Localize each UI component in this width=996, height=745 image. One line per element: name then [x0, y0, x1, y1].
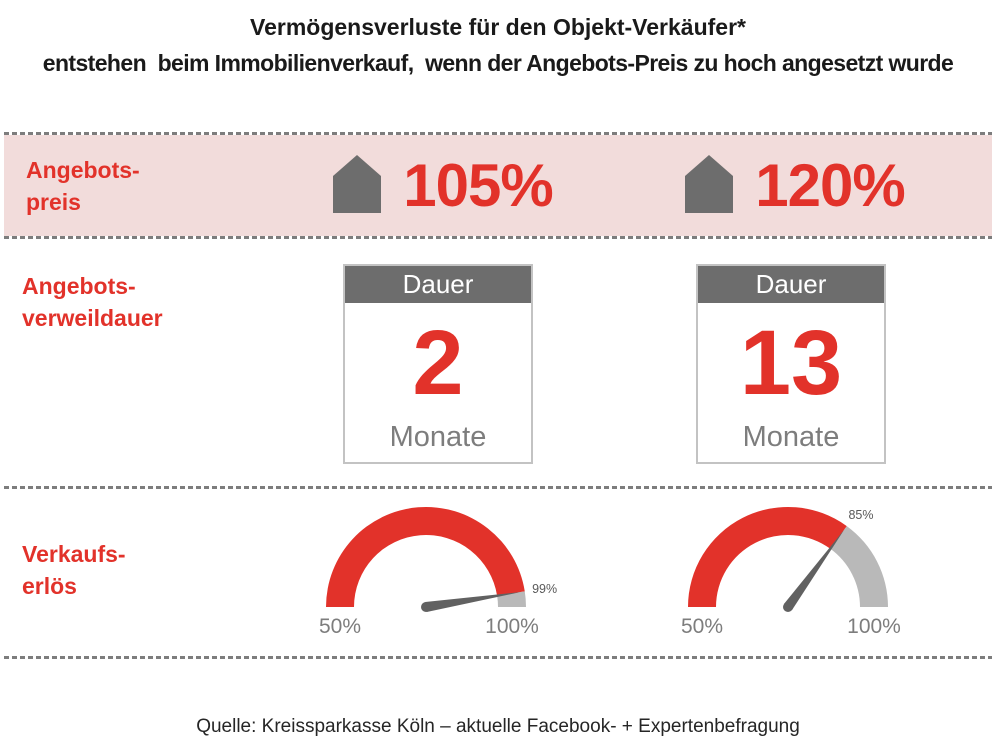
calendar-header: Dauer: [698, 266, 884, 303]
calendar-number-wrap: 13: [740, 303, 842, 423]
dashed-divider-bottom: [4, 656, 992, 659]
offer-price-cell-1: 105%: [293, 135, 593, 236]
offer-price-band: Angebots- preis 105% 120%: [4, 135, 992, 236]
gauge-remainder-arc: [830, 526, 888, 607]
duration-calendar-1: Dauer 2 Monate: [343, 264, 533, 464]
title-line-1: Vermögensverluste für den Objekt-Verkäuf…: [250, 14, 746, 40]
row-label-line: Angebots-: [26, 156, 140, 183]
offer-price-cell-2: 120%: [645, 135, 945, 236]
calendar-number-wrap: 2: [412, 303, 463, 423]
row-label-offer-price: Angebots- preis: [26, 135, 140, 236]
row-label-line: preis: [26, 188, 81, 215]
gauge-max-label: 100%: [847, 615, 901, 638]
gauge-needle: [783, 529, 845, 610]
proceeds-gauge-105: 50% 100% 99%: [319, 507, 557, 638]
gauge-value-label: 85%: [848, 508, 873, 522]
dashed-divider-top: [4, 132, 992, 135]
row-label-proceeds: Verkaufs- erlös: [22, 538, 126, 602]
row-label-line: verweildauer: [22, 305, 163, 331]
duration-unit: Monate: [742, 421, 840, 453]
gauge-filled-arc: [326, 507, 525, 607]
proceeds-gauge-120: 50% 100% 85%: [681, 507, 901, 638]
house-icon: [333, 154, 382, 213]
gauge-min-label: 50%: [319, 615, 361, 638]
row-label-duration: Angebots- verweildauer: [22, 270, 163, 334]
house-icon: [685, 154, 734, 213]
gauge-needle-hub: [783, 602, 793, 612]
calendar-body: 2 Monate: [345, 303, 531, 462]
duration-unit: Monate: [389, 421, 487, 453]
calendar-header: Dauer: [345, 266, 531, 303]
duration-value-2: 13: [739, 312, 843, 414]
gauge-max-label: 100%: [485, 615, 539, 638]
offer-price-value-2: 120%: [755, 151, 905, 219]
gauge-filled-arc: [688, 507, 847, 607]
dashed-divider: [4, 236, 992, 239]
gauge-needle-hub: [421, 602, 431, 612]
gauge-value-label: 99%: [532, 582, 557, 596]
dashed-divider: [4, 486, 992, 489]
row-label-line: erlös: [22, 573, 77, 599]
row-label-line: Verkaufs-: [22, 541, 126, 567]
source-note: Quelle: Kreissparkasse Köln – aktuelle F…: [196, 716, 800, 737]
duration-calendar-2: Dauer 13 Monate: [696, 264, 886, 464]
duration-value-1: 2: [412, 312, 464, 414]
gauge-min-label: 50%: [681, 615, 723, 638]
gauge-needle: [425, 591, 521, 612]
calendar-body: 13 Monate: [698, 303, 884, 462]
title-line-2: entstehen beim Immobilienverkauf, wenn d…: [42, 50, 954, 76]
offer-price-value-1: 105%: [403, 151, 553, 219]
row-label-line: Angebots-: [22, 273, 136, 299]
